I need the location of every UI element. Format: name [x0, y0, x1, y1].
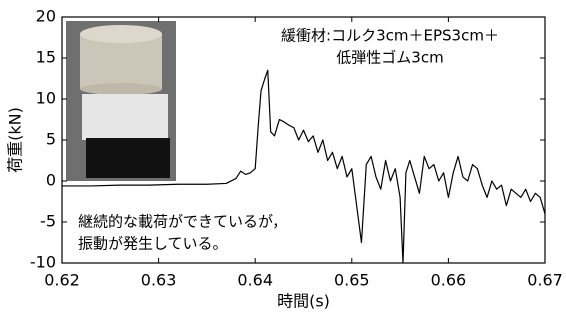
x-tick-label: 0.67 [527, 271, 563, 290]
x-axis-label: 時間(s) [277, 292, 330, 311]
cork-top [80, 25, 162, 43]
photo-inset [66, 21, 176, 181]
annotation: 振動が発生している。 [78, 235, 228, 253]
x-tick-label: 0.62 [44, 271, 80, 290]
y-tick-label: 20 [36, 7, 56, 26]
eps-block [82, 94, 168, 140]
annotation: 緩衝材:コルク3cm＋EPS3cm＋ [281, 27, 499, 45]
y-tick-label: -10 [30, 253, 56, 272]
y-tick-label: -5 [40, 212, 56, 231]
x-tick-label: 0.63 [141, 271, 177, 290]
rubber-block [86, 138, 170, 178]
x-tick-label: 0.65 [334, 271, 370, 290]
annotation: 継続的な載荷ができているが， [78, 213, 287, 231]
y-tick-label: 10 [36, 89, 56, 108]
x-tick-label: 0.64 [237, 271, 273, 290]
chart: -10 -5 0 5 10 15 20 0.62 0.63 0.64 0.65 0.66 0.67 緩衝材… [0, 0, 566, 314]
annotation: 低弾性ゴム3cm [336, 49, 443, 67]
y-tick-label: 15 [36, 48, 56, 67]
y-axis-label: 荷重(kN) [6, 107, 25, 173]
x-tick-label: 0.66 [431, 271, 467, 290]
y-tick-label: 5 [46, 130, 56, 149]
y-tick-label: 0 [46, 171, 56, 190]
cork-bottom [80, 83, 162, 95]
